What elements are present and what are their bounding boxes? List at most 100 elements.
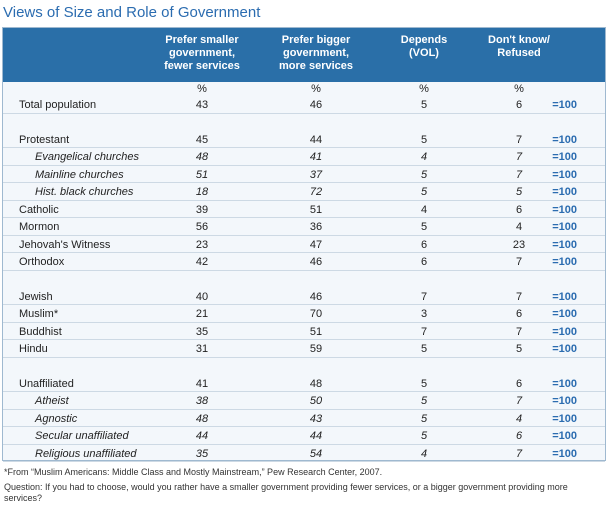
cell-value: 7 xyxy=(515,168,523,181)
cell-value: 50 xyxy=(309,395,323,407)
table-row: Hist. black churches 18 72 5 5 =100 xyxy=(3,183,605,201)
cell-value: 46 xyxy=(309,99,323,111)
cell-value: 4 xyxy=(515,221,523,233)
column-header: Don't know/Refused xyxy=(488,34,550,60)
row-label: Mainline churches xyxy=(35,168,124,181)
cell-value: 3 xyxy=(420,308,428,320)
cell-value: 5 xyxy=(420,430,428,442)
table-row: Jewish 40 46 7 7 =100 xyxy=(3,288,605,305)
row-total: =100 xyxy=(552,151,577,163)
cell-value: 6 xyxy=(515,377,523,390)
unit-label: % xyxy=(419,83,429,95)
table-row: Jehovah's Witness 23 47 6 23 =100 xyxy=(3,236,605,253)
group-gap xyxy=(3,271,605,288)
cell-value: 31 xyxy=(195,343,209,355)
row-label: Jehovah's Witness xyxy=(19,238,111,251)
row-total: =100 xyxy=(552,203,577,216)
unit-label: % xyxy=(311,83,321,95)
row-total: =100 xyxy=(552,447,577,460)
cell-value: 39 xyxy=(195,203,209,216)
header-line: government, xyxy=(282,47,349,59)
row-label: Hist. black churches xyxy=(35,186,134,198)
footnote: Question: If you had to choose, would yo… xyxy=(4,482,568,503)
unit-label: % xyxy=(197,83,207,95)
row-total: =100 xyxy=(552,168,577,181)
cell-value: 35 xyxy=(195,325,209,338)
row-total: =100 xyxy=(552,186,577,198)
row-label: Religious unaffiliated xyxy=(35,447,137,460)
cell-value: 43 xyxy=(195,99,209,111)
cell-value: 46 xyxy=(309,256,323,268)
cell-value: 44 xyxy=(195,430,209,442)
table-row: Atheist 38 50 5 7 =100 xyxy=(3,392,605,410)
group-gap xyxy=(3,114,605,131)
cell-value: 44 xyxy=(309,133,323,146)
table-row: Agnostic 48 43 5 4 =100 xyxy=(3,410,605,427)
row-total: =100 xyxy=(552,290,577,303)
cell-value: 38 xyxy=(195,395,209,407)
cell-value: 35 xyxy=(195,447,209,460)
cell-value: 72 xyxy=(309,186,323,198)
cell-value: 7 xyxy=(515,395,523,407)
header-line: Don't know/ xyxy=(488,34,550,46)
header-line: (VOL) xyxy=(409,47,439,59)
row-label: Unaffiliated xyxy=(19,377,74,390)
row-total: =100 xyxy=(552,256,577,268)
table-row: Unaffiliated 41 48 5 6 =100 xyxy=(3,375,605,392)
cell-value: 6 xyxy=(515,430,523,442)
cell-value: 7 xyxy=(420,290,428,303)
cell-value: 70 xyxy=(309,308,323,320)
header-line: Depends xyxy=(400,34,448,46)
table-title: Views of Size and Role of Government xyxy=(3,4,261,21)
header-line: more services xyxy=(279,60,353,72)
cell-value: 5 xyxy=(420,377,428,390)
unit-label: % xyxy=(514,83,524,95)
row-total: =100 xyxy=(552,221,577,233)
cell-value: 5 xyxy=(515,186,523,198)
cell-value: 7 xyxy=(515,447,523,460)
header-line: government, xyxy=(168,47,235,59)
header-line: Prefer bigger xyxy=(281,34,351,46)
cell-value: 7 xyxy=(420,325,428,338)
table-row: Mormon 56 36 5 4 =100 xyxy=(3,218,605,236)
cell-value: 5 xyxy=(420,221,428,233)
cell-value: 7 xyxy=(515,325,523,338)
cell-value: 54 xyxy=(309,447,323,460)
column-header: Prefer bigger government, more services xyxy=(279,34,353,73)
row-total: =100 xyxy=(552,238,577,251)
cell-value: 7 xyxy=(515,151,523,163)
row-total: =100 xyxy=(552,412,577,425)
cell-value: 5 xyxy=(420,343,428,355)
cell-value: 5 xyxy=(420,412,428,425)
cell-value: 6 xyxy=(515,99,523,111)
cell-value: 42 xyxy=(195,256,209,268)
cell-value: 46 xyxy=(309,290,323,303)
row-total: =100 xyxy=(552,99,577,111)
table-row: Secular unaffiliated 44 44 5 6 =100 xyxy=(3,427,605,445)
cell-value: 5 xyxy=(420,186,428,198)
row-total: =100 xyxy=(552,133,577,146)
row-label: Buddhist xyxy=(19,325,62,338)
table-row: Orthodox 42 46 6 7 =100 xyxy=(3,253,605,271)
units-row: %%%% xyxy=(3,82,605,96)
cell-value: 48 xyxy=(195,151,209,163)
table-row: Religious unaffiliated 35 54 4 7 =100 xyxy=(3,445,605,462)
row-total: =100 xyxy=(552,308,577,320)
cell-value: 7 xyxy=(515,133,523,146)
table-row: Total population 43 46 5 6 =100 xyxy=(3,96,605,114)
group-gap xyxy=(3,358,605,375)
row-total: =100 xyxy=(552,377,577,390)
cell-value: 37 xyxy=(309,168,323,181)
table-row: Evangelical churches 48 41 4 7 =100 xyxy=(3,148,605,166)
column-header: Prefer smaller government, fewer services xyxy=(164,34,240,73)
row-total: =100 xyxy=(552,325,577,338)
row-total: =100 xyxy=(552,395,577,407)
cell-value: 18 xyxy=(195,186,209,198)
cell-value: 45 xyxy=(195,133,209,146)
row-label: Agnostic xyxy=(35,412,78,425)
table-header: Prefer smaller government, fewer services P… xyxy=(3,28,605,82)
table-row: Buddhist 35 51 7 7 =100 xyxy=(3,323,605,340)
cell-value: 5 xyxy=(515,343,523,355)
cell-value: 41 xyxy=(309,151,323,163)
